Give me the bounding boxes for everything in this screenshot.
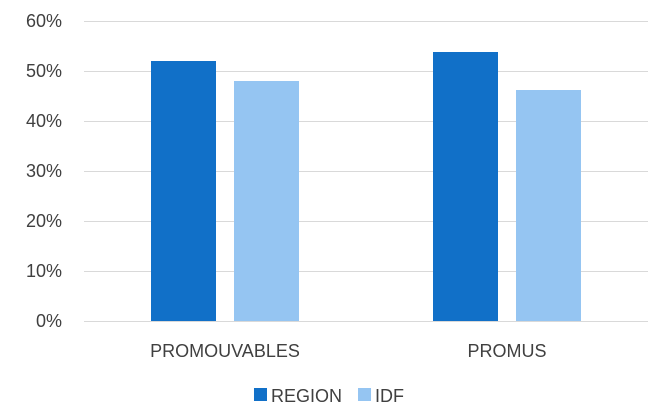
y-tick-label: 10% [26,261,62,281]
y-axis-tick-labels: 0% 10% 20% 30% 40% 50% 60% [26,11,62,331]
legend-label-idf: IDF [375,386,404,406]
bar-region-promus [433,52,498,321]
legend-label-region: REGION [271,386,342,406]
y-tick-label: 40% [26,111,62,131]
y-tick-label: 20% [26,211,62,231]
legend-swatch-idf [358,388,372,401]
y-tick-label: 60% [26,11,62,31]
bar-idf-promus [516,90,581,321]
legend-swatch-region [253,388,267,401]
y-tick-label: 50% [26,61,62,81]
bar-region-promouvables [151,61,216,321]
y-tick-label: 0% [36,311,62,331]
bar-idf-promouvables [234,81,299,321]
y-tick-label: 30% [26,161,62,181]
legend: REGION IDF [253,386,404,406]
x-category-label: PROMUS [467,341,546,361]
x-category-label: PROMOUVABLES [150,341,300,361]
bars [151,52,581,321]
x-axis-category-labels: PROMOUVABLES PROMUS [150,341,546,361]
